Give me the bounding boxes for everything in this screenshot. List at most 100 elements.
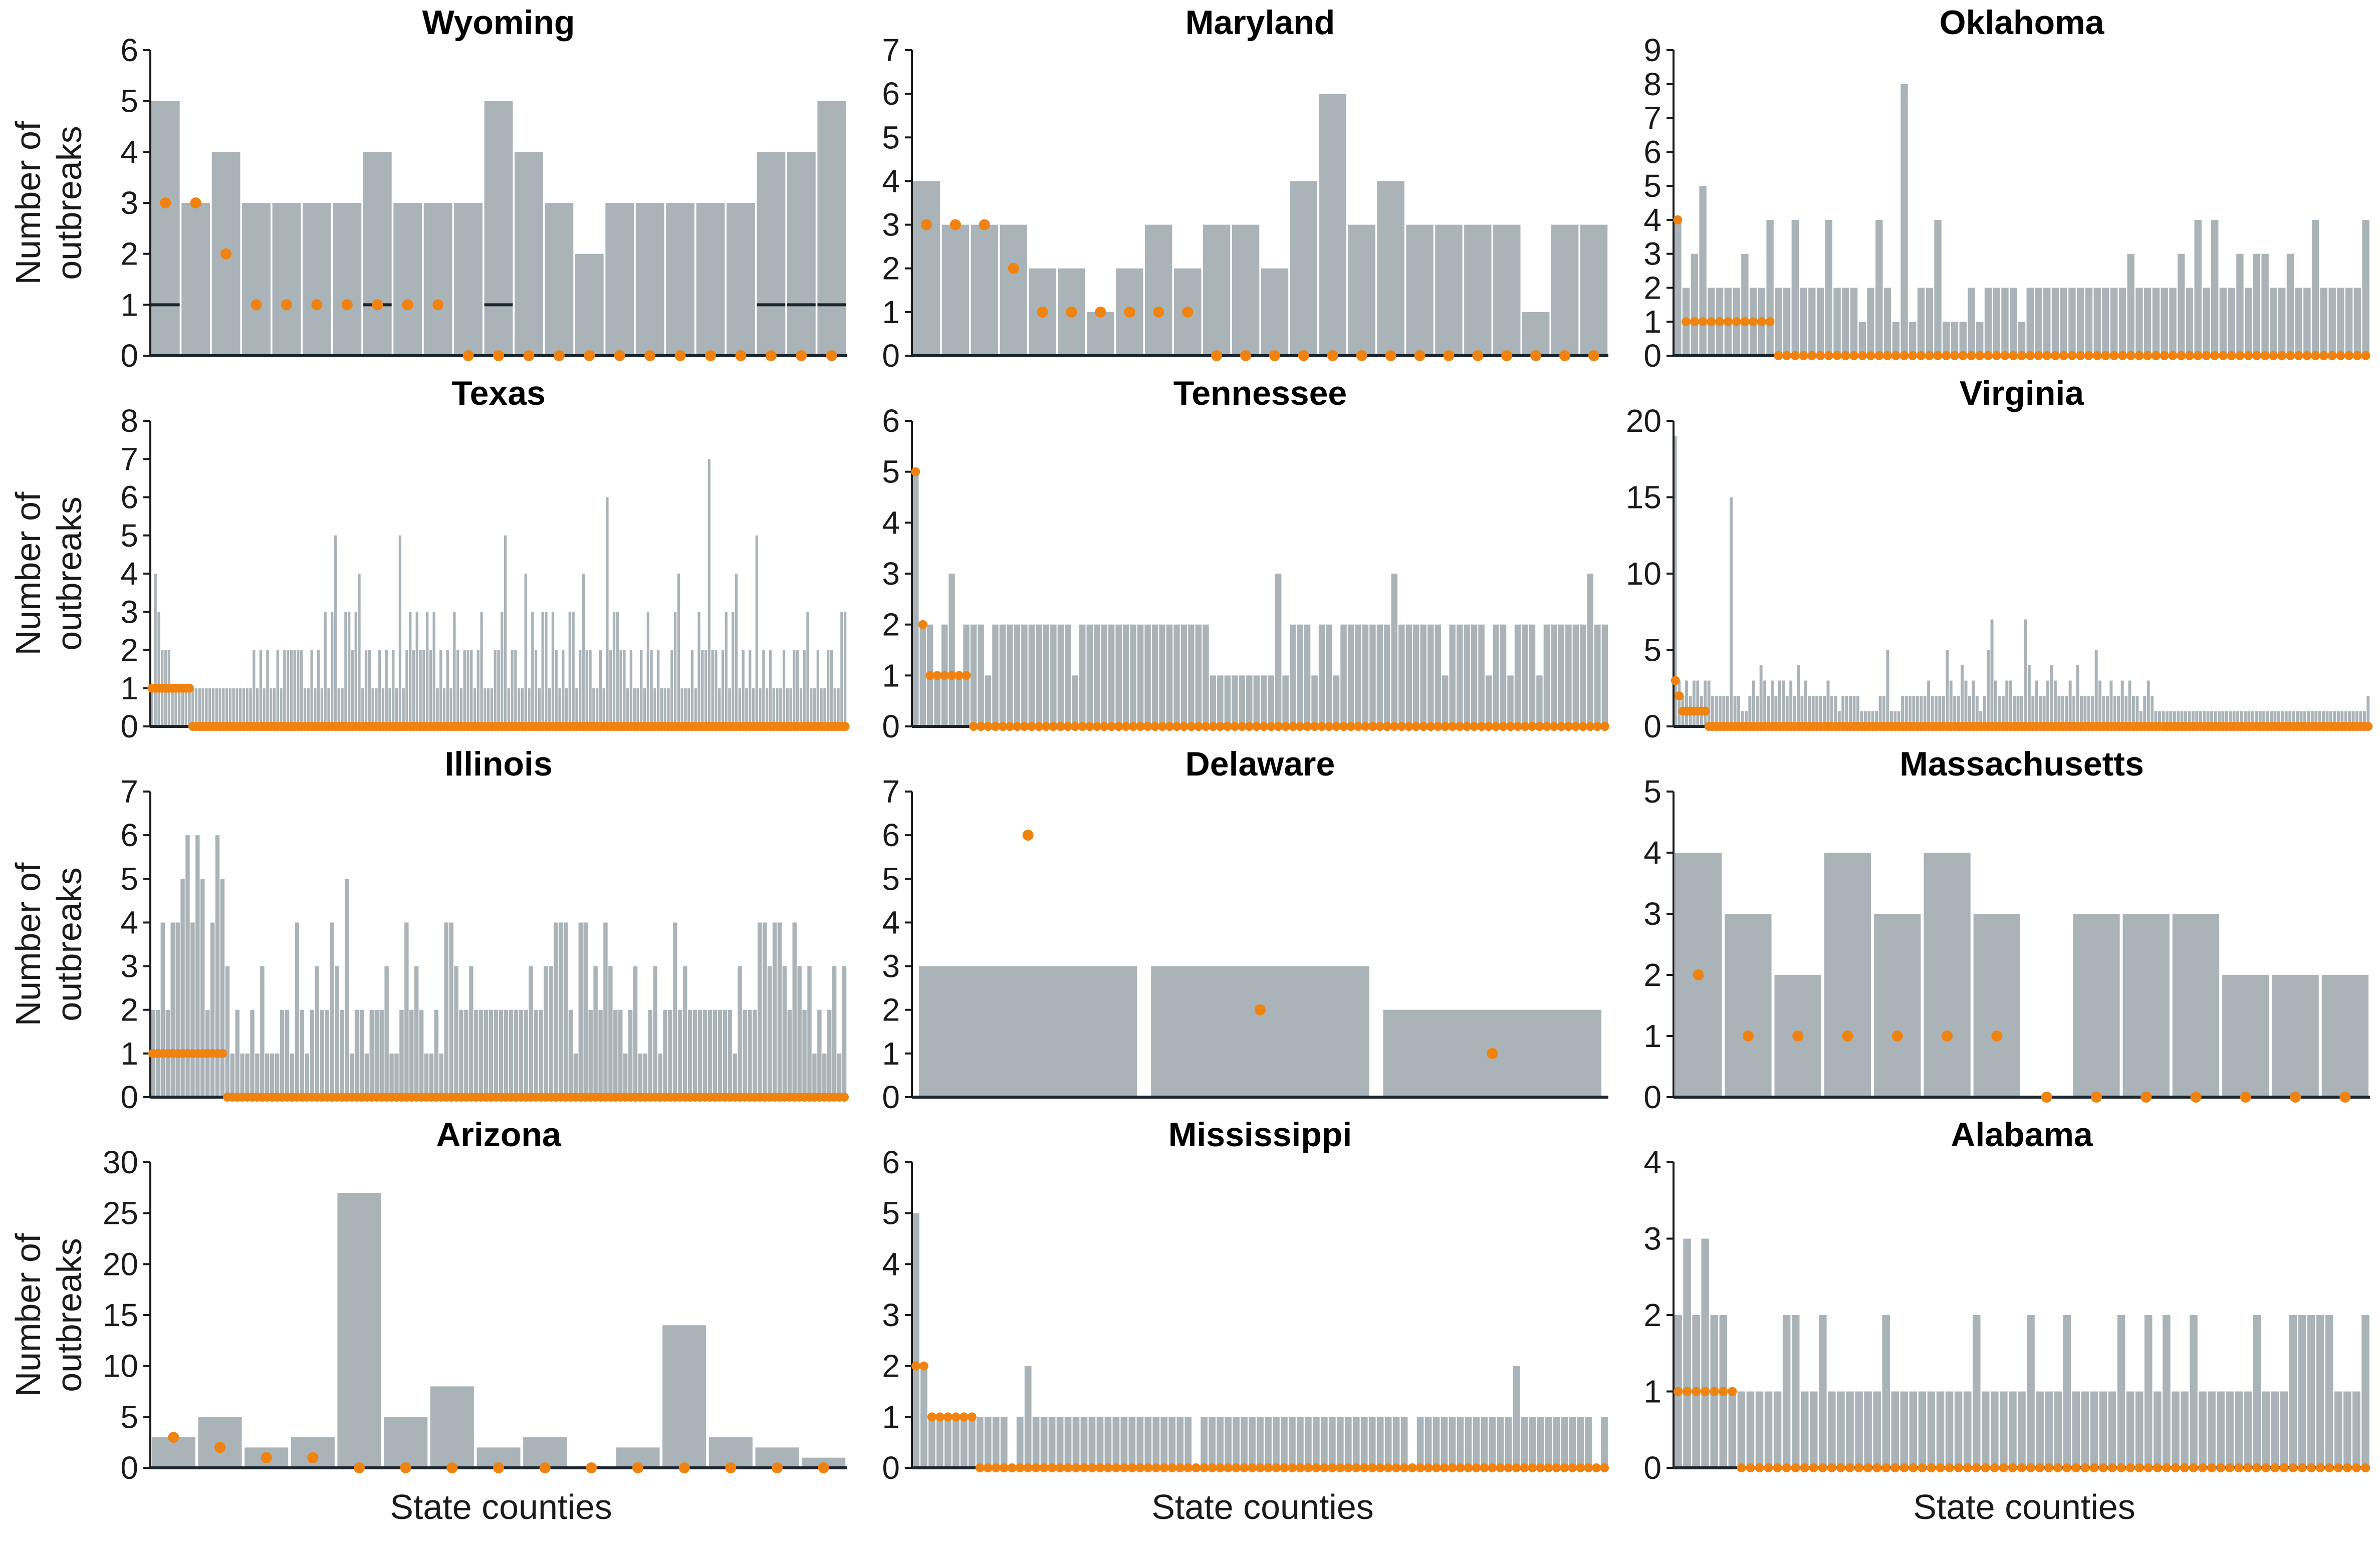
- bar: [2340, 711, 2344, 726]
- bar: [175, 922, 180, 1097]
- bar: [1998, 696, 2001, 726]
- dot: [2252, 1463, 2262, 1472]
- dot: [1945, 1463, 1954, 1472]
- bar: [1464, 624, 1470, 726]
- bar: [2126, 1391, 2134, 1468]
- bar: [2253, 1315, 2261, 1468]
- bar: [2244, 1391, 2252, 1468]
- dot: [168, 1432, 179, 1443]
- bar: [2085, 288, 2093, 356]
- bar: [470, 650, 473, 726]
- dot: [1564, 722, 1573, 731]
- bar: [960, 1417, 968, 1468]
- bar: [772, 922, 777, 1097]
- dot: [2311, 351, 2320, 360]
- bar: [454, 203, 483, 356]
- bar: [692, 1009, 697, 1097]
- dot: [341, 299, 353, 311]
- bar: [985, 675, 992, 726]
- bar: [325, 1009, 329, 1097]
- dot: [1673, 215, 1683, 224]
- bar: [1064, 1417, 1072, 1468]
- y-axis-title-line1: Number of: [9, 862, 48, 1026]
- bar: [351, 650, 354, 726]
- bar: [2046, 680, 2049, 726]
- y-tick-label: 20: [1626, 403, 1661, 439]
- bar: [2271, 1391, 2279, 1468]
- bar: [1912, 696, 1916, 726]
- bar: [1318, 624, 1325, 726]
- dot: [1063, 722, 1073, 731]
- bar: [1249, 1417, 1256, 1468]
- y-tick-label: 2: [882, 1348, 900, 1384]
- bar: [249, 688, 252, 726]
- y-axis-title: Number of outbreaks: [9, 121, 89, 285]
- dot: [976, 722, 986, 731]
- dot: [2207, 1463, 2217, 1472]
- y-tick-label: 20: [103, 1246, 138, 1282]
- bar: [499, 1009, 504, 1097]
- bar: [1775, 288, 1782, 356]
- bar: [1513, 1366, 1520, 1468]
- bar: [208, 688, 211, 726]
- bar: [723, 1009, 727, 1097]
- bar: [1406, 224, 1434, 356]
- bar: [558, 688, 561, 726]
- dot: [1182, 306, 1194, 318]
- dot: [1854, 1463, 1864, 1472]
- dot: [1287, 1463, 1297, 1472]
- bar: [430, 1386, 474, 1468]
- bar: [335, 966, 339, 1097]
- bar: [2353, 288, 2361, 356]
- bar: [728, 1009, 732, 1097]
- dot: [1041, 722, 1051, 731]
- bar: [1168, 1417, 1176, 1468]
- dot: [1472, 1463, 1481, 1472]
- bar: [2191, 711, 2195, 726]
- dot: [1520, 722, 1530, 731]
- bar: [1465, 1417, 1472, 1468]
- bar: [1481, 1417, 1488, 1468]
- dot: [251, 299, 262, 311]
- bar: [1072, 675, 1079, 726]
- dot: [1266, 722, 1276, 731]
- dot: [1899, 351, 1909, 360]
- dot: [1208, 1463, 1217, 1472]
- bar: [1763, 680, 1767, 726]
- y-tick-label: 4: [1643, 835, 1661, 871]
- bar: [2325, 711, 2329, 726]
- bar: [1918, 1391, 1927, 1468]
- bar: [487, 688, 490, 726]
- bar: [1923, 696, 1927, 726]
- bar: [1265, 1417, 1272, 1468]
- bar: [1057, 624, 1064, 726]
- bar: [553, 922, 558, 1097]
- bar: [1232, 224, 1260, 356]
- bar: [2303, 711, 2306, 726]
- dot: [2053, 1463, 2063, 1472]
- dot: [2361, 351, 2370, 360]
- bar: [704, 650, 707, 726]
- bar: [215, 835, 220, 1097]
- dot: [1578, 722, 1588, 731]
- dot: [1351, 1463, 1361, 1472]
- bar: [1449, 624, 1456, 726]
- y-tick-label: 6: [120, 479, 138, 516]
- bar: [405, 650, 408, 726]
- bar: [1537, 1417, 1544, 1468]
- bar: [612, 612, 616, 726]
- bar: [1683, 1238, 1691, 1468]
- dot: [2202, 351, 2211, 360]
- bar: [1897, 711, 1900, 726]
- bar: [688, 1009, 692, 1097]
- dot: [1063, 1463, 1073, 1472]
- dot: [1790, 351, 1800, 360]
- bar: [240, 1053, 245, 1097]
- dot: [1549, 722, 1559, 731]
- bar: [657, 650, 660, 726]
- bar: [1257, 1417, 1264, 1468]
- bar: [541, 612, 544, 726]
- bar: [1961, 665, 1964, 726]
- dot: [991, 1463, 1001, 1472]
